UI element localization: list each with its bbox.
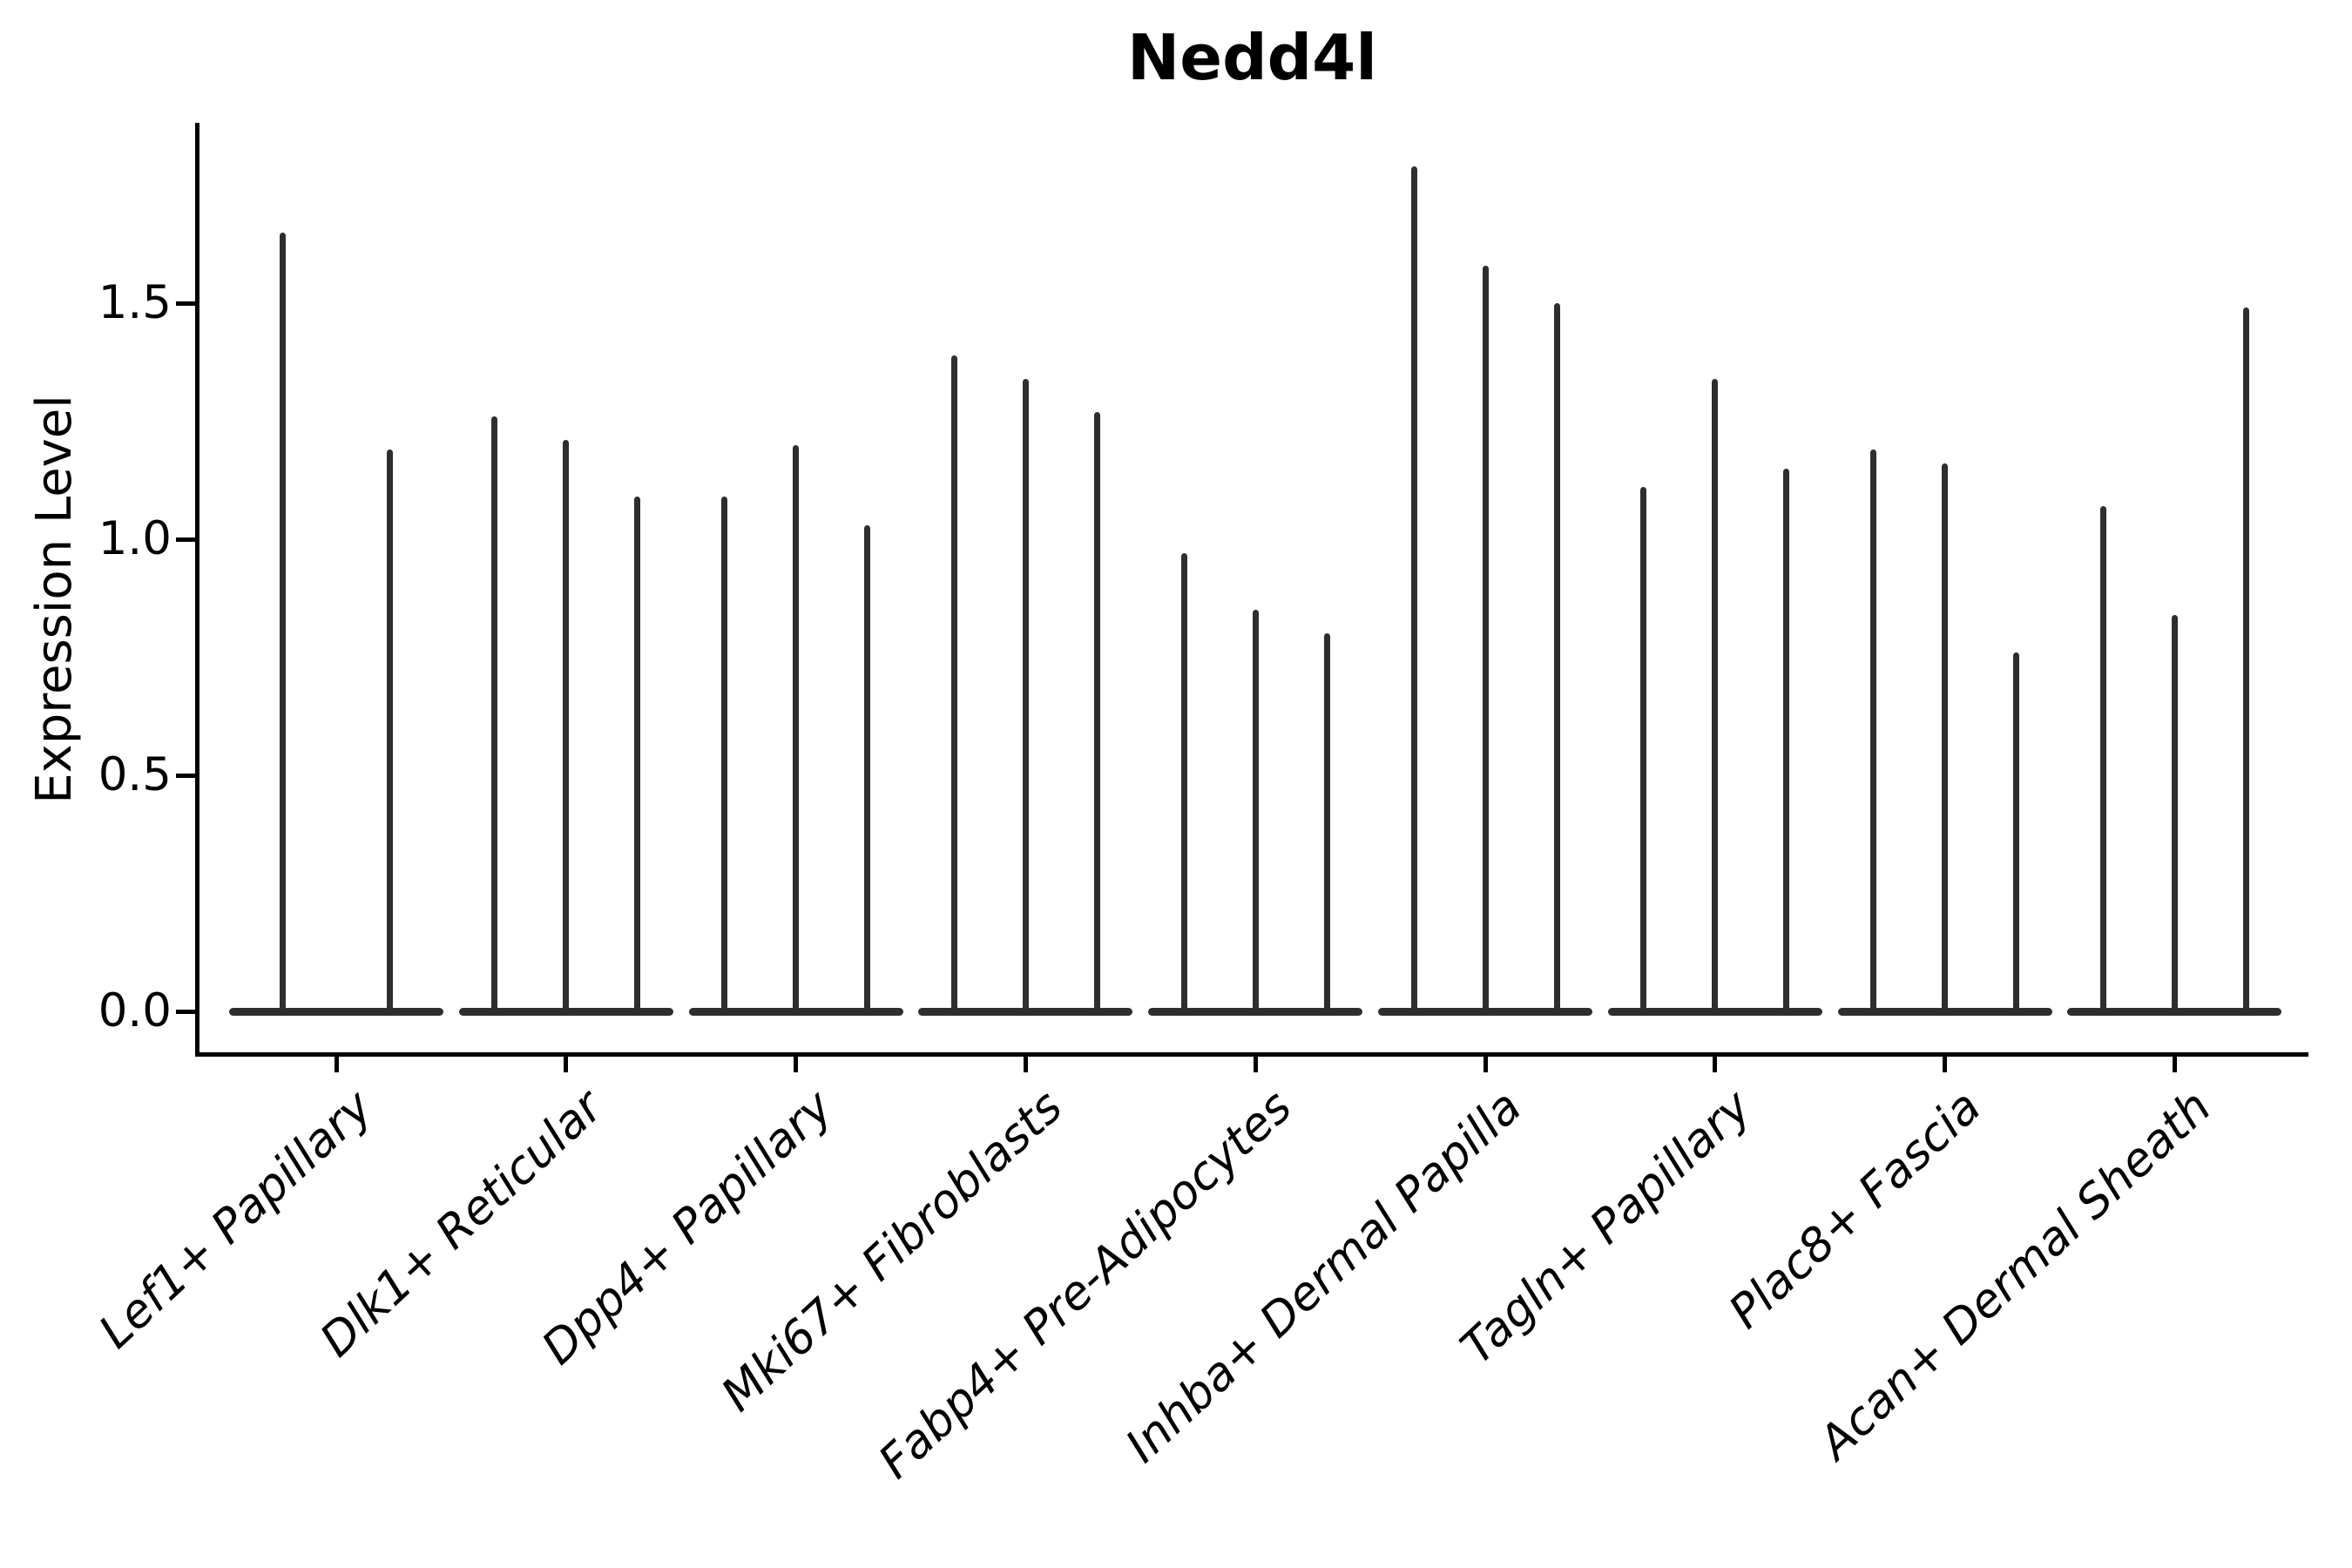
- x-tick-label: Fabp4+ Pre-Adipocytes: [868, 1080, 1302, 1490]
- violin-spike: [2013, 652, 2020, 1014]
- violin-base: [229, 1007, 443, 1016]
- violin-spike: [1640, 487, 1647, 1014]
- y-tick: [176, 1009, 195, 1014]
- x-tick: [2172, 1057, 2177, 1072]
- x-tick: [1483, 1057, 1488, 1072]
- y-tick: [176, 537, 195, 542]
- y-tick: [176, 301, 195, 306]
- violin-spike: [1093, 411, 1100, 1014]
- violin-spike: [2171, 614, 2178, 1014]
- violin-spike: [1323, 633, 1330, 1014]
- violin-spike: [793, 444, 800, 1014]
- violin-spike: [280, 232, 286, 1014]
- x-axis-spine: [195, 1052, 2308, 1057]
- y-axis-spine: [195, 123, 199, 1057]
- violin-spike: [950, 355, 957, 1014]
- violin-spike: [1410, 166, 1417, 1014]
- x-tick: [1023, 1057, 1028, 1072]
- x-tick-label: Acan+ Dermal Sheath: [1808, 1080, 2222, 1470]
- y-tick-label: 1.5: [98, 276, 172, 329]
- violin-spike: [721, 497, 728, 1014]
- y-tick: [176, 773, 195, 778]
- violin-spike: [1553, 303, 1560, 1014]
- violin-spike: [1180, 553, 1187, 1014]
- x-tick: [1943, 1057, 1948, 1072]
- violin-spike: [387, 449, 393, 1014]
- violin-spike: [1482, 265, 1489, 1014]
- y-tick-label: 1.0: [98, 512, 172, 565]
- violin-spike: [1783, 468, 1790, 1014]
- violin-spike: [634, 497, 641, 1014]
- violin-spike: [2099, 506, 2106, 1014]
- x-tick: [794, 1057, 799, 1072]
- x-tick: [334, 1057, 339, 1072]
- y-tick-label: 0.0: [98, 984, 172, 1037]
- violin-spike: [491, 416, 498, 1014]
- x-tick: [1713, 1057, 1718, 1072]
- violin-spike: [1022, 378, 1029, 1014]
- violin-spike: [864, 524, 871, 1014]
- x-tick: [564, 1057, 569, 1072]
- violin-spike: [1870, 449, 1877, 1014]
- x-tick-label: Inhba+ Dermal Papilla: [1116, 1080, 1532, 1473]
- chart-title: Nedd4l: [1127, 21, 1377, 94]
- y-tick-label: 0.5: [98, 748, 172, 801]
- violin-spike: [1942, 463, 1949, 1014]
- x-tick: [1253, 1057, 1258, 1072]
- violin-spike: [1252, 610, 1259, 1014]
- violin-spike: [563, 440, 570, 1014]
- violin-spike: [2242, 308, 2249, 1014]
- violin-spike: [1712, 378, 1719, 1014]
